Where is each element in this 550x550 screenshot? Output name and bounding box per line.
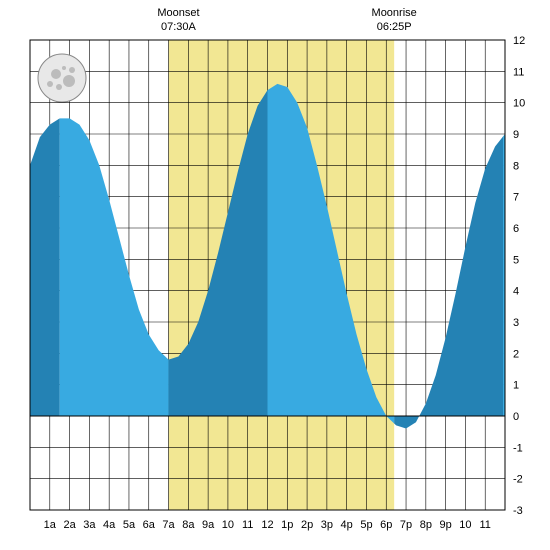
- svg-text:9p: 9p: [440, 519, 452, 531]
- svg-text:3a: 3a: [83, 519, 96, 531]
- svg-text:-3: -3: [513, 505, 523, 517]
- svg-text:1: 1: [513, 380, 519, 392]
- svg-text:3: 3: [513, 317, 519, 329]
- svg-text:4: 4: [513, 286, 519, 298]
- svg-text:06:25P: 06:25P: [377, 21, 412, 33]
- moon-icon: [38, 54, 86, 102]
- svg-text:07:30A: 07:30A: [161, 21, 197, 33]
- svg-text:10: 10: [459, 519, 471, 531]
- svg-text:Moonrise: Moonrise: [372, 7, 417, 19]
- x-axis: 1a 2a 3a 4a 5a 6a 7a 8a 9a 10 11 12 1p 2p 3p 4p 5p 6p 7p 8p…: [44, 519, 491, 531]
- svg-text:1a: 1a: [44, 519, 57, 531]
- svg-text:8a: 8a: [182, 519, 195, 531]
- svg-text:10: 10: [222, 519, 234, 531]
- svg-text:11: 11: [242, 519, 253, 531]
- svg-text:9a: 9a: [202, 519, 215, 531]
- svg-text:6: 6: [513, 223, 519, 235]
- svg-text:8p: 8p: [420, 519, 432, 531]
- svg-text:2: 2: [513, 348, 519, 360]
- svg-text:2p: 2p: [301, 519, 313, 531]
- svg-text:5a: 5a: [123, 519, 136, 531]
- svg-text:7: 7: [513, 192, 519, 204]
- svg-text:11: 11: [513, 66, 524, 78]
- svg-text:10: 10: [513, 98, 525, 110]
- svg-text:12: 12: [513, 35, 525, 47]
- svg-text:8: 8: [513, 160, 519, 172]
- tide-chart: -3-2-101234567891011121a2a3a4a5a6a7a8a9a…: [0, 0, 550, 550]
- svg-text:11: 11: [479, 519, 490, 531]
- svg-text:7a: 7a: [162, 519, 175, 531]
- svg-text:7p: 7p: [400, 519, 412, 531]
- svg-text:5p: 5p: [360, 519, 372, 531]
- svg-text:0: 0: [513, 411, 519, 423]
- svg-text:12: 12: [261, 519, 273, 531]
- svg-text:-2: -2: [513, 474, 523, 486]
- svg-text:6a: 6a: [143, 519, 156, 531]
- svg-text:3p: 3p: [321, 519, 333, 531]
- svg-text:1p: 1p: [281, 519, 293, 531]
- svg-text:-1: -1: [513, 442, 523, 454]
- svg-text:4p: 4p: [341, 519, 353, 531]
- svg-text:5: 5: [513, 254, 519, 266]
- svg-text:Moonset: Moonset: [157, 7, 199, 19]
- svg-text:4a: 4a: [103, 519, 116, 531]
- svg-text:9: 9: [513, 129, 519, 141]
- svg-text:2a: 2a: [63, 519, 76, 531]
- svg-text:6p: 6p: [380, 519, 392, 531]
